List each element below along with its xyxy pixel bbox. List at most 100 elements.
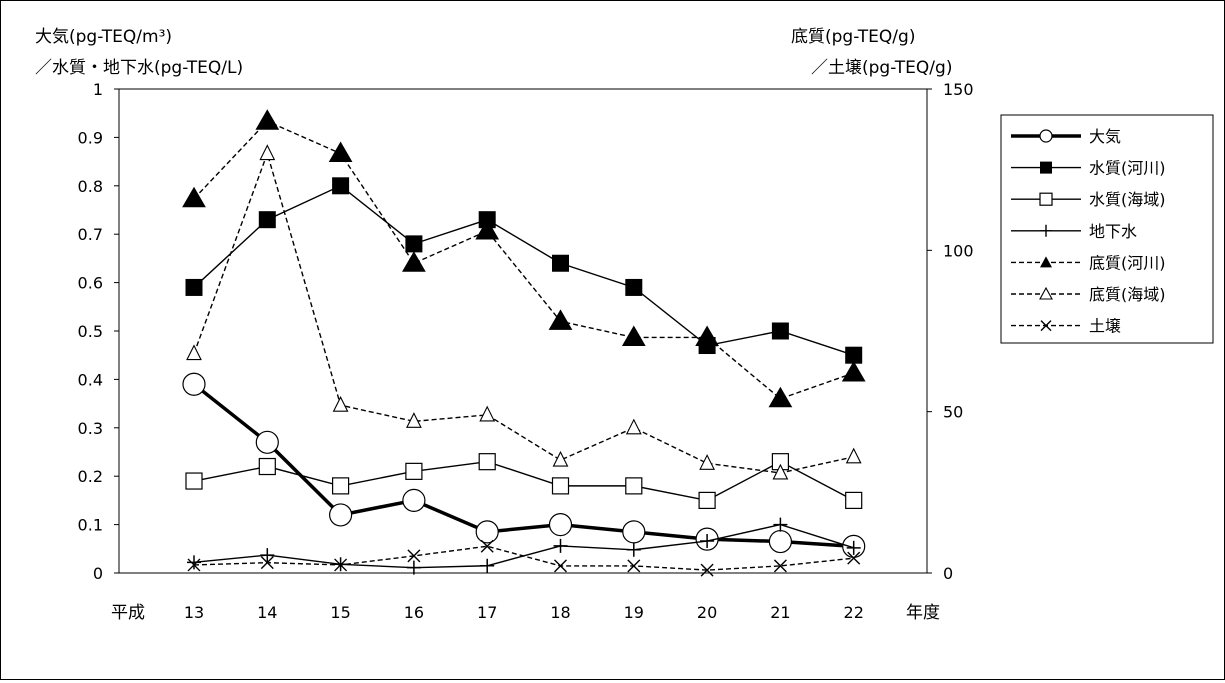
x-tick-label: 19 (624, 603, 644, 622)
series-group (186, 144, 862, 480)
data-point (700, 534, 715, 549)
legend-marker (1040, 320, 1052, 332)
x-tick-label: 15 (330, 603, 350, 622)
data-point (406, 412, 422, 428)
legend-item: 大気 (1011, 127, 1121, 146)
left-tick-label: 0 (93, 564, 103, 583)
data-point (187, 558, 201, 572)
legend-label: 地下水 (1089, 222, 1137, 241)
data-point (773, 559, 787, 573)
left-tick-label: 0.3 (78, 419, 103, 438)
data-point (698, 491, 716, 509)
data-point (334, 558, 348, 572)
data-point (699, 454, 715, 470)
series-group (182, 109, 866, 408)
legend-item: 水質(河川) (1011, 159, 1166, 178)
data-point (407, 549, 421, 563)
series-line (193, 120, 854, 400)
data-point (841, 360, 866, 382)
data-point (845, 346, 863, 364)
data-point (405, 462, 423, 480)
legend-label: 大気 (1089, 127, 1121, 146)
data-point (478, 453, 496, 471)
right-tick-label: 0 (943, 564, 953, 583)
legend-label: 底質(海域) (1089, 285, 1166, 304)
left-tick-label: 0.2 (78, 467, 103, 486)
data-point (695, 325, 719, 346)
series-group (187, 539, 861, 577)
data-point (255, 430, 279, 454)
data-point (328, 141, 353, 163)
x-axis-suffix: 年度 (906, 603, 940, 623)
legend-item: 底質(河川) (1011, 253, 1166, 272)
data-point (258, 457, 276, 476)
left-tick-label: 0.4 (78, 370, 103, 389)
data-point (475, 520, 499, 544)
data-point (402, 251, 426, 272)
data-point (768, 529, 793, 554)
data-point (773, 517, 788, 532)
data-point (405, 235, 423, 253)
data-point (332, 177, 350, 195)
data-point (552, 254, 569, 272)
plot-area (118, 88, 928, 574)
data-point (260, 548, 275, 563)
series-line (192, 382, 854, 549)
left-tick-label: 0.8 (78, 177, 103, 196)
right-tick-label: 150 (943, 80, 974, 99)
x-tick-label: 16 (404, 603, 424, 622)
legend-item: 土壌 (1011, 317, 1121, 336)
data-point (845, 491, 863, 509)
x-tick-label: 18 (550, 603, 570, 622)
series-group (182, 372, 866, 558)
x-tick-label: 13 (184, 603, 204, 622)
right-axis-label-line2: ／土壌(pg-TEQ/g) (811, 58, 952, 78)
legend-item: 底質(海域) (1011, 285, 1166, 304)
left-tick-label: 1 (93, 80, 103, 99)
data-point (627, 559, 641, 573)
series-line (193, 460, 855, 502)
series-group (187, 517, 861, 575)
series-line (193, 151, 854, 474)
data-point (475, 218, 500, 240)
right-tick-label: 50 (943, 403, 963, 422)
x-axis-prefix: 平成 (111, 603, 145, 623)
right-axis-label-line1: 底質(pg-TEQ/g) (791, 27, 915, 47)
legend-marker (1039, 129, 1053, 143)
data-point (332, 477, 350, 495)
legend-label: 底質(河川) (1089, 253, 1166, 272)
data-point (771, 322, 789, 340)
left-tick-label: 0.9 (78, 128, 103, 147)
data-point (700, 563, 714, 577)
data-point (480, 539, 494, 553)
data-point (554, 559, 567, 573)
data-point (258, 211, 276, 229)
series-line (193, 523, 854, 569)
legend-marker (1040, 256, 1052, 268)
data-point (625, 278, 643, 296)
data-point (402, 488, 426, 512)
data-point (847, 551, 861, 565)
left-tick-label: 0.7 (78, 225, 103, 244)
right-tick-label: 100 (943, 241, 974, 260)
legend-marker (1040, 224, 1052, 237)
left-axis-label-line2: ／水質・地下水(pg-TEQ/L) (35, 58, 243, 78)
legend-box (1000, 114, 1214, 344)
series-line (193, 184, 854, 356)
data-point (846, 540, 861, 555)
legend-label: 水質(海域) (1089, 190, 1166, 209)
legend-marker (1039, 192, 1053, 206)
data-point (406, 560, 421, 575)
data-point (768, 386, 793, 408)
legend-marker (1040, 161, 1052, 174)
data-point (182, 372, 206, 396)
data-point (626, 542, 641, 557)
x-tick-label: 14 (257, 603, 277, 622)
data-point (480, 558, 495, 573)
series-line (193, 545, 854, 571)
data-point (548, 309, 573, 330)
legend-label: 土壌 (1089, 317, 1121, 336)
legend-item: 地下水 (1011, 222, 1137, 241)
